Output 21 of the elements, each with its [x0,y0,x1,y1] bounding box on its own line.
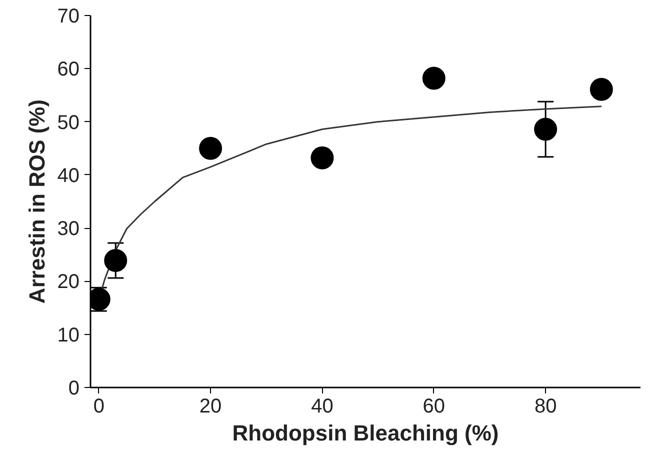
point [199,136,222,160]
y-tick-label: 50 [57,112,80,134]
x-tick-label: 60 [422,396,446,418]
point [590,78,613,101]
y-tick-label: 70 [57,6,80,28]
x-tick-label: 20 [199,396,222,418]
x-tick-label: 80 [534,396,557,418]
y-axis-title: Arrestin in ROS (%) [24,99,50,304]
x-tick-label: 0 [93,396,104,418]
y-tick-label: 60 [57,58,80,81]
x-tick-label: 40 [311,396,334,418]
point [422,66,446,90]
point [310,146,334,170]
y-tick-label: 20 [57,271,80,294]
y-tick-label: 0 [68,378,80,400]
y-tick-label: 10 [57,324,80,346]
y-tick-label: 40 [57,164,80,187]
y-tick-label: 30 [57,218,80,240]
x-axis-title: Rhodopsin Bleaching (%) [232,420,499,446]
point [534,118,558,141]
point [104,249,128,272]
